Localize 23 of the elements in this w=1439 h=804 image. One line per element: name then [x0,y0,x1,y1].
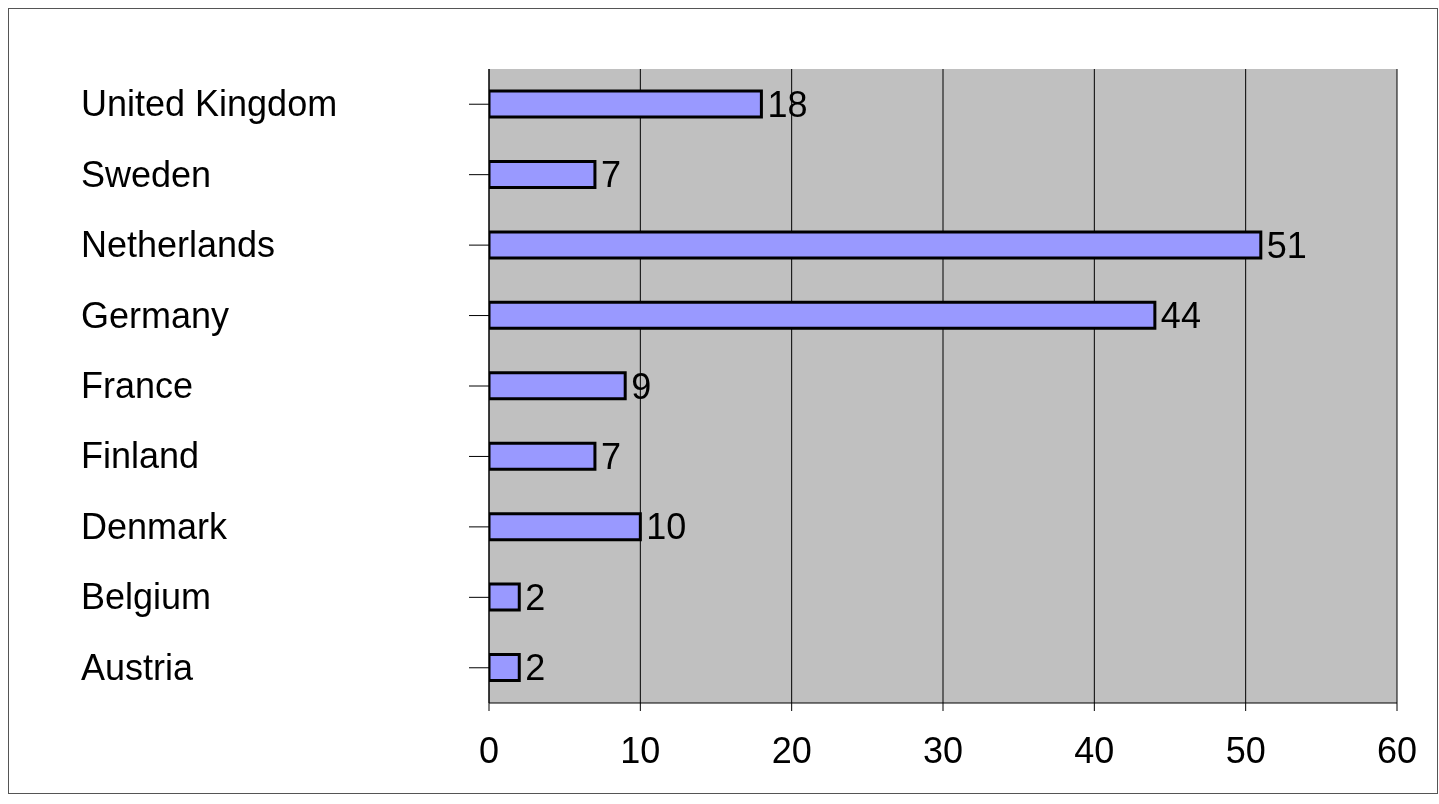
y-tick-label: Denmark [81,505,229,547]
data-label: 2 [525,647,546,689]
x-tick-label: 10 [620,729,661,771]
y-tick-label: Finland [81,435,200,477]
y-tick-label: United Kingdom [81,83,338,125]
data-label: 7 [600,436,621,477]
y-tick-label: Austria [81,646,195,688]
x-tick-label: 60 [1376,729,1418,771]
x-tick-label: 30 [922,729,964,771]
data-label: 51 [1266,224,1307,266]
y-tick-label: Sweden [81,153,212,195]
data-label: 44 [1160,295,1201,337]
data-label: 2 [525,576,546,618]
x-tick-label: 50 [1225,729,1266,771]
x-tick-label: 40 [1074,729,1115,771]
x-tick-label: 0 [478,729,500,771]
y-tick-label: France [81,365,194,406]
y-tick-label: Belgium [81,576,212,618]
x-tick-label: 20 [771,729,812,771]
y-tick-label: Germany [81,294,230,336]
data-label: 10 [646,506,687,548]
data-label: 7 [600,154,621,196]
y-tick-label: Netherlands [81,224,276,266]
